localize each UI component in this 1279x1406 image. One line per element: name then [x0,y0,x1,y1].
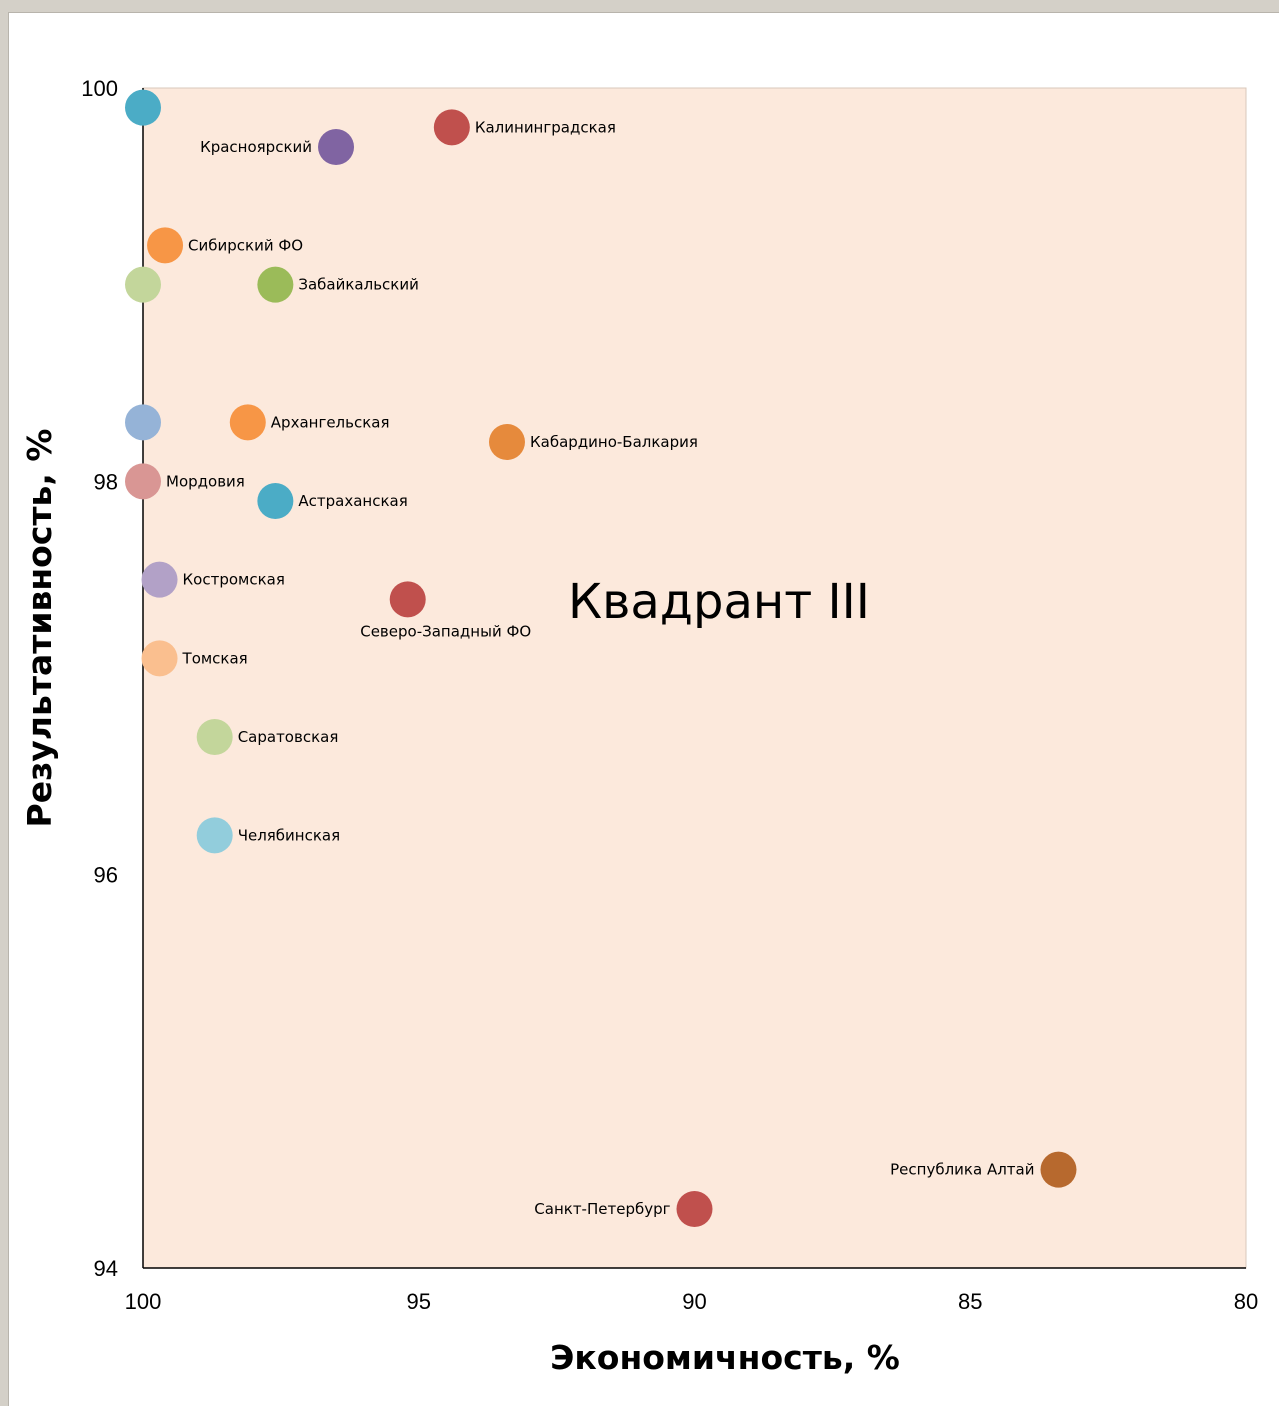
point-label: Саратовская [238,728,339,746]
scatter-point [389,581,426,618]
y-tick-labels: 94 96 98 100 [81,76,118,1281]
x-axis-title: Экономичность, % [550,1338,900,1377]
scatter-point [488,424,525,460]
x-tick-label: 100 [125,1289,162,1314]
scatter-point [125,89,161,126]
x-tick-labels: 100 95 90 85 80 [125,1289,1259,1314]
point-label: Мордовия [166,472,245,490]
scatter-point [229,404,266,441]
scatter-point [141,640,178,677]
quadrant-annotation: Квадрант III [568,574,870,630]
scatter-point [147,227,184,264]
point-label: Челябинская [238,826,340,844]
data-points [125,89,1077,1227]
scatter-point [141,561,178,598]
point-label: Сибирский ФО [188,236,303,254]
scatter-point [318,129,355,165]
plot-area [142,87,1247,1269]
point-label: Калининградская [475,118,616,136]
scatter-point [196,719,233,755]
point-label: Северо-Западный ФО [360,622,531,640]
point-label: Томская [182,649,248,667]
scatter-point [196,817,233,854]
scatter-point [676,1191,713,1227]
point-label: Красноярский [200,138,312,156]
y-tick-label: 94 [94,1256,118,1281]
scatter-point [433,109,470,146]
x-tick-label: 80 [1234,1289,1258,1314]
y-axis-title: Результативность, % [20,429,59,828]
scatter-point [125,463,161,500]
y-tick-label: 96 [94,863,118,888]
scatter-point [1040,1151,1077,1188]
scatter-point [125,266,161,303]
x-tick-label: 90 [682,1289,706,1314]
point-label: Кабардино-Балкария [530,433,698,451]
scatter-point [125,404,161,441]
scatter-point [257,483,294,519]
point-labels: Калининградская Красноярский Сибирский ФО З… [166,118,1034,1218]
point-label: Забайкальский [298,276,418,294]
point-label: Астраханская [298,492,407,510]
point-label: Архангельская [271,413,390,431]
x-tick-label: 95 [407,1289,431,1314]
x-tick-label: 85 [958,1289,982,1314]
point-label: Санкт-Петербург [534,1200,670,1218]
point-label: Костромская [183,571,285,589]
scatter-point [257,266,294,303]
y-tick-label: 100 [81,76,118,101]
point-label: Республика Алтай [890,1161,1034,1179]
y-tick-label: 98 [94,469,118,494]
